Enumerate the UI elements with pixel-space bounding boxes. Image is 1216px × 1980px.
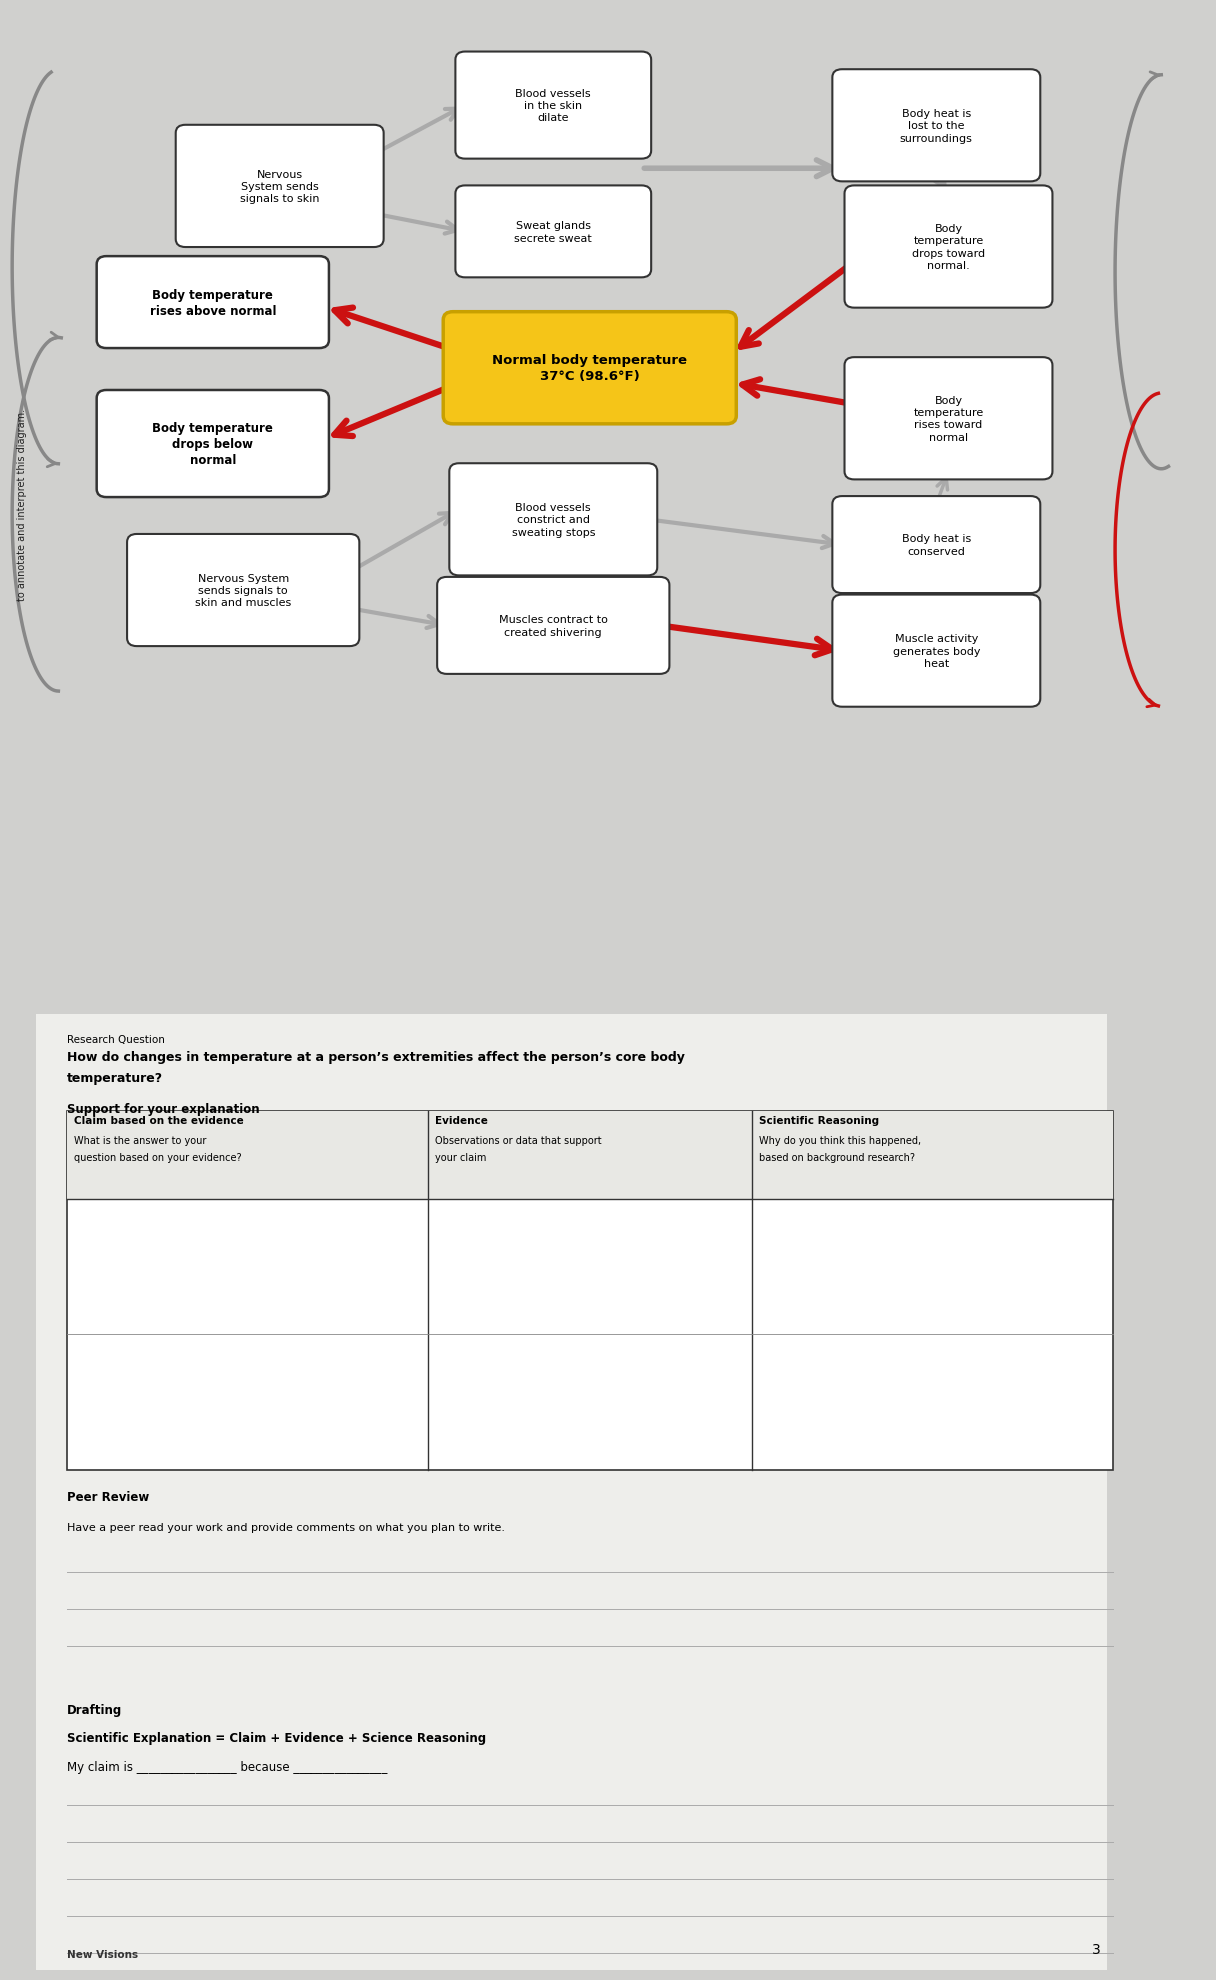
Text: What is the answer to your: What is the answer to your bbox=[74, 1135, 207, 1144]
Text: Observations or data that support: Observations or data that support bbox=[435, 1135, 602, 1144]
Text: Sweat glands
secrete sweat: Sweat glands secrete sweat bbox=[514, 222, 592, 244]
FancyBboxPatch shape bbox=[832, 497, 1040, 594]
Text: New Visions: New Visions bbox=[67, 1948, 137, 1958]
FancyBboxPatch shape bbox=[128, 535, 360, 647]
Text: Claim based on the evidence: Claim based on the evidence bbox=[74, 1115, 244, 1125]
Text: Scientific Explanation = Claim + Evidence + Science Reasoning: Scientific Explanation = Claim + Evidenc… bbox=[67, 1731, 486, 1744]
FancyBboxPatch shape bbox=[844, 358, 1052, 481]
Text: Muscle activity
generates body
heat: Muscle activity generates body heat bbox=[893, 634, 980, 669]
Text: Nervous System
sends signals to
skin and muscles: Nervous System sends signals to skin and… bbox=[195, 574, 292, 608]
Text: Muscles contract to
created shivering: Muscles contract to created shivering bbox=[499, 616, 608, 638]
FancyBboxPatch shape bbox=[443, 313, 736, 424]
Text: Body heat is
conserved: Body heat is conserved bbox=[902, 535, 970, 556]
Text: Peer Review: Peer Review bbox=[67, 1491, 150, 1503]
Text: How do changes in temperature at a person’s extremities affect the person’s core: How do changes in temperature at a perso… bbox=[67, 1051, 685, 1063]
Text: 3: 3 bbox=[1092, 1942, 1100, 1956]
Text: Blood vessels
in the skin
dilate: Blood vessels in the skin dilate bbox=[516, 89, 591, 123]
Text: Normal body temperature
37°C (98.6°F): Normal body temperature 37°C (98.6°F) bbox=[492, 354, 687, 382]
FancyBboxPatch shape bbox=[455, 186, 652, 279]
FancyBboxPatch shape bbox=[450, 463, 657, 576]
Text: your claim: your claim bbox=[435, 1152, 486, 1162]
FancyBboxPatch shape bbox=[844, 186, 1052, 309]
FancyBboxPatch shape bbox=[96, 390, 328, 497]
FancyBboxPatch shape bbox=[832, 596, 1040, 707]
Text: Drafting: Drafting bbox=[67, 1703, 122, 1717]
FancyBboxPatch shape bbox=[438, 578, 669, 675]
FancyBboxPatch shape bbox=[832, 69, 1040, 182]
Text: Blood vessels
constrict and
sweating stops: Blood vessels constrict and sweating sto… bbox=[512, 503, 595, 537]
Text: question based on your evidence?: question based on your evidence? bbox=[74, 1152, 242, 1162]
Text: Support for your explanation: Support for your explanation bbox=[67, 1103, 259, 1115]
Text: Nervous
System sends
signals to skin: Nervous System sends signals to skin bbox=[240, 170, 320, 204]
Text: Why do you think this happened,: Why do you think this happened, bbox=[759, 1135, 922, 1144]
Text: Body temperature
drops below
normal: Body temperature drops below normal bbox=[152, 422, 274, 467]
Text: Body heat is
lost to the
surroundings: Body heat is lost to the surroundings bbox=[900, 109, 973, 145]
Bar bbox=[67, 1111, 1113, 1471]
FancyBboxPatch shape bbox=[96, 257, 328, 348]
Text: based on background research?: based on background research? bbox=[759, 1152, 916, 1162]
Text: My claim is _________________ because ________________: My claim is _________________ because __… bbox=[67, 1760, 387, 1772]
Text: Body temperature
rises above normal: Body temperature rises above normal bbox=[150, 289, 276, 317]
Text: temperature?: temperature? bbox=[67, 1071, 163, 1085]
FancyBboxPatch shape bbox=[455, 53, 652, 160]
Text: Research Question: Research Question bbox=[67, 1034, 164, 1043]
Text: Have a peer read your work and provide comments on what you plan to write.: Have a peer read your work and provide c… bbox=[67, 1523, 505, 1533]
FancyBboxPatch shape bbox=[36, 1014, 1107, 1970]
Text: to annotate and interpret this diagram.: to annotate and interpret this diagram. bbox=[17, 410, 27, 600]
Bar bbox=[67, 1111, 1113, 1200]
Text: Evidence: Evidence bbox=[435, 1115, 488, 1125]
Text: Body
temperature
rises toward
normal: Body temperature rises toward normal bbox=[913, 396, 984, 444]
Text: Scientific Reasoning: Scientific Reasoning bbox=[759, 1115, 879, 1125]
FancyBboxPatch shape bbox=[176, 125, 384, 248]
Text: Body
temperature
drops toward
normal.: Body temperature drops toward normal. bbox=[912, 224, 985, 271]
